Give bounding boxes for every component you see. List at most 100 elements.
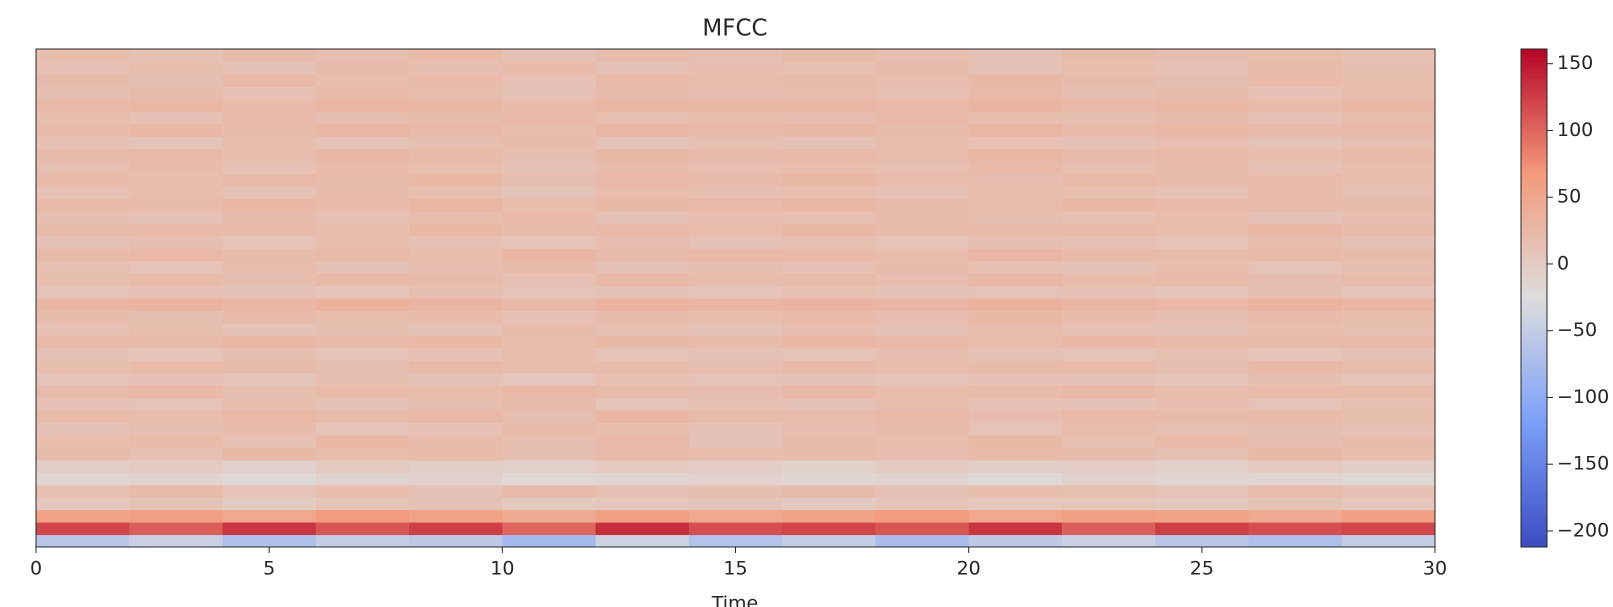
heatmap-cell — [1248, 173, 1343, 187]
heatmap-cell — [502, 248, 597, 262]
heatmap-cell — [129, 472, 224, 486]
heatmap-cell — [1341, 322, 1436, 336]
heatmap-cell — [875, 360, 970, 374]
heatmap-cell — [968, 347, 1063, 361]
heatmap-cell — [315, 447, 410, 461]
heatmap-cell — [782, 372, 876, 386]
heatmap-cell — [688, 472, 783, 486]
heatmap-cell — [688, 148, 783, 162]
heatmap-cell — [502, 497, 597, 511]
heatmap-cell — [315, 49, 410, 62]
heatmap-cell — [222, 223, 317, 237]
heatmap-cell — [875, 223, 970, 237]
x-tick-label: 15 — [723, 558, 747, 580]
heatmap-cell — [1341, 360, 1436, 374]
heatmap-cell — [1341, 335, 1436, 349]
heatmap-cell — [1341, 497, 1436, 511]
heatmap-cell — [968, 497, 1063, 511]
heatmap-cell — [222, 447, 317, 461]
heatmap-cell — [1061, 185, 1156, 199]
heatmap-cell — [222, 49, 317, 62]
heatmap-cell — [409, 522, 503, 536]
heatmap-cell — [1341, 447, 1436, 461]
heatmap-cell — [875, 86, 970, 100]
heatmap-cell — [688, 534, 783, 548]
heatmap-cell — [1341, 185, 1436, 199]
heatmap-cell — [595, 86, 690, 100]
heatmap-cell — [1155, 136, 1249, 150]
heatmap-cell — [129, 385, 224, 399]
heatmap-cell — [36, 86, 130, 100]
heatmap-cell — [502, 185, 597, 199]
heatmap-cell — [875, 385, 970, 399]
heatmap-cell — [502, 273, 597, 287]
heatmap-cell — [875, 497, 970, 511]
heatmap-cell — [782, 98, 876, 112]
heatmap-cell — [968, 49, 1063, 62]
heatmap-cell — [129, 410, 224, 423]
heatmap-cell — [1248, 86, 1343, 100]
heatmap-cell — [36, 434, 130, 448]
heatmap-cell — [502, 73, 597, 87]
heatmap-cell — [968, 522, 1063, 536]
heatmap-cell — [1341, 223, 1436, 237]
heatmap-cell — [1061, 509, 1156, 523]
heatmap-cell — [36, 472, 130, 486]
heatmap-cell — [129, 310, 224, 324]
heatmap-cell — [968, 310, 1063, 324]
heatmap-cell — [129, 148, 224, 162]
heatmap-cell — [129, 397, 224, 411]
heatmap-cell — [409, 123, 503, 137]
heatmap-cell — [782, 111, 876, 125]
heatmap-cell — [782, 298, 876, 311]
heatmap-cell — [1341, 347, 1436, 361]
heatmap-cell — [875, 111, 970, 125]
heatmap-cell — [502, 410, 597, 423]
heatmap-cell — [1061, 223, 1156, 237]
heatmap-cell — [1155, 73, 1249, 87]
heatmap-cell — [782, 497, 876, 511]
heatmap-cell — [875, 235, 970, 249]
heatmap-cell — [502, 210, 597, 224]
heatmap-cell — [1248, 111, 1343, 125]
heatmap-cell — [968, 98, 1063, 112]
heatmap-cell — [315, 434, 410, 448]
heatmap-cell — [409, 248, 503, 262]
heatmap-cell — [129, 223, 224, 237]
heatmap-cell — [36, 61, 130, 75]
heatmap-cell — [688, 410, 783, 423]
heatmap-cell — [688, 522, 783, 536]
heatmap-cell — [595, 248, 690, 262]
heatmap-cell — [36, 360, 130, 374]
heatmap-cell — [222, 86, 317, 100]
heatmap-cell — [782, 235, 876, 249]
heatmap-cell — [315, 472, 410, 486]
heatmap-cell — [36, 385, 130, 399]
heatmap-cell — [36, 509, 130, 523]
heatmap-cell — [502, 372, 597, 386]
heatmap-cell — [782, 86, 876, 100]
heatmap-cell — [36, 111, 130, 125]
heatmap-cell — [315, 148, 410, 162]
heatmap-cell — [595, 235, 690, 249]
colorbar-tick-label: −100 — [1557, 386, 1609, 408]
heatmap-cell — [222, 347, 317, 361]
heatmap-cell — [315, 372, 410, 386]
heatmap-cell — [129, 285, 224, 299]
heatmap-cell — [1248, 273, 1343, 287]
heatmap-cell — [222, 273, 317, 287]
heatmap-cell — [1341, 459, 1436, 473]
heatmap-cell — [875, 534, 970, 548]
heatmap-cell — [1155, 534, 1249, 548]
heatmap-cell — [1061, 111, 1156, 125]
heatmap-cell — [1155, 223, 1249, 237]
heatmap-cell — [1155, 148, 1249, 162]
heatmap-cell — [782, 422, 876, 436]
heatmap-cell — [968, 534, 1063, 548]
heatmap-cell — [36, 260, 130, 274]
heatmap-cell — [315, 285, 410, 299]
heatmap-cell — [315, 397, 410, 411]
heatmap-cell — [1248, 372, 1343, 386]
heatmap-cell — [1155, 360, 1249, 374]
heatmap-cell — [1248, 522, 1343, 536]
